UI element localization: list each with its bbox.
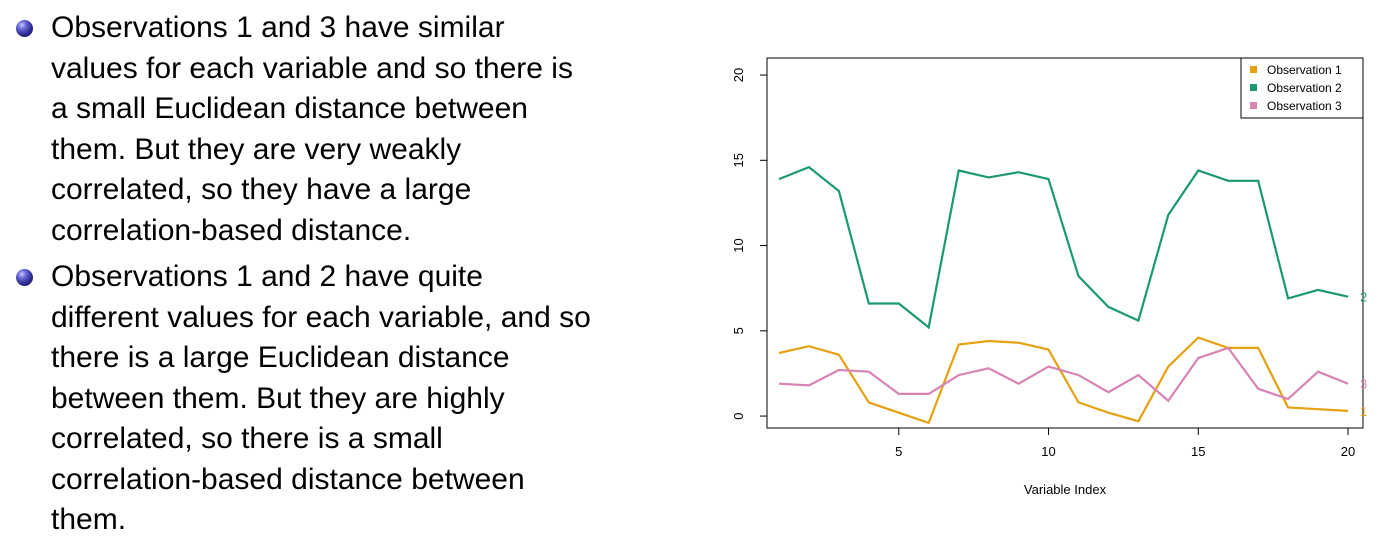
series-line-2 bbox=[778, 165, 1349, 330]
bullet-1-line-3: a small Euclidean distance between bbox=[51, 92, 528, 125]
bullet-item-1: Observations 1 and 3 have similar values… bbox=[12, 8, 692, 251]
bullet-1-line-6: correlation-based distance. bbox=[51, 213, 412, 247]
line-chart: 5 10 15 20 0 5 10 15 20 Variable Index 1 2 3 Observat… bbox=[715, 50, 1382, 520]
bullet-icon bbox=[16, 20, 33, 37]
chart-svg: 5 10 15 20 0 5 10 15 20 Variable Index 1 2 3 Observat… bbox=[731, 57, 1367, 497]
legend-box bbox=[1240, 57, 1364, 119]
bullet-2-line-1: Observations 1 and 2 have quite bbox=[51, 260, 483, 293]
bullet-2-line-3: there is a large Euclidean distance bbox=[51, 341, 510, 374]
legend-label-1: Observation 1 bbox=[1267, 63, 1342, 77]
bullet-2-line-7: them. bbox=[51, 503, 127, 536]
series-end-label-1: 1 bbox=[1360, 404, 1367, 419]
x-tick-label: 5 bbox=[895, 444, 902, 459]
legend-swatch-1 bbox=[1250, 66, 1257, 73]
bullet-1-line-2: values for each variable and so there is bbox=[51, 51, 573, 85]
y-tick-label: 15 bbox=[731, 153, 746, 167]
bullet-2-line-4: between them. But they are highly bbox=[51, 381, 505, 415]
legend-swatch-2 bbox=[1250, 84, 1257, 91]
x-tick-label: 10 bbox=[1041, 444, 1055, 459]
legend-swatch-3 bbox=[1250, 102, 1257, 109]
x-axis-label: Variable Index bbox=[1024, 482, 1107, 497]
series-end-label-3: 3 bbox=[1360, 377, 1367, 392]
x-tick-label: 15 bbox=[1191, 444, 1205, 459]
bullet-item-2: Observations 1 and 2 have quite differen… bbox=[12, 257, 692, 541]
legend-label-3: Observation 3 bbox=[1267, 99, 1342, 113]
bullet-1-line-1: Observations 1 and 3 have similar bbox=[51, 11, 505, 44]
bullet-list: Observations 1 and 3 have similar values… bbox=[12, 8, 692, 547]
series-line-3 bbox=[778, 346, 1349, 403]
bullet-2-line-6: correlation-based distance between bbox=[51, 462, 525, 496]
series-end-label-2: 2 bbox=[1360, 290, 1367, 305]
x-tick-label: 20 bbox=[1341, 444, 1355, 459]
plot-frame bbox=[766, 57, 1364, 429]
y-tick-label: 10 bbox=[731, 238, 746, 252]
bullet-2-line-2: different values for each variable, and … bbox=[51, 300, 591, 334]
bullet-icon bbox=[16, 269, 33, 286]
legend-label-2: Observation 2 bbox=[1267, 81, 1342, 95]
y-tick-label: 20 bbox=[731, 68, 746, 82]
bullet-1-line-4: them. But they are very weakly bbox=[51, 132, 462, 166]
series-line-1 bbox=[778, 336, 1349, 425]
bullet-2-line-5: correlated, so there is a small bbox=[51, 422, 443, 455]
y-tick-label: 5 bbox=[731, 327, 746, 334]
bullet-1-line-5: correlated, so they have a large bbox=[51, 173, 472, 206]
y-tick-label: 0 bbox=[731, 412, 746, 419]
